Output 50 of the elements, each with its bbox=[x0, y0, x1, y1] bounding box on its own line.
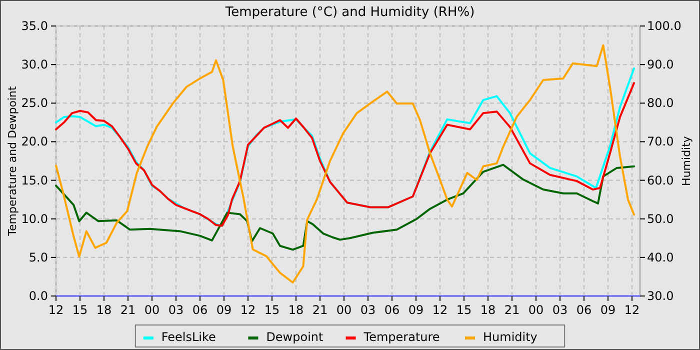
y-tick-label: 30.0 bbox=[21, 58, 48, 72]
y2-axis-title: Humidity bbox=[680, 136, 693, 186]
x-tick-label: 12 bbox=[624, 303, 640, 317]
legend-label: Dewpoint bbox=[266, 330, 324, 344]
y2-tick-label: 90.0 bbox=[647, 58, 674, 72]
x-tick-label: 06 bbox=[576, 303, 592, 317]
y2-tick-label: 80.0 bbox=[647, 96, 674, 110]
chart-title: Temperature (°C) and Humidity (RH%) bbox=[224, 5, 475, 20]
x-tick-label: 12 bbox=[432, 303, 448, 317]
y2-tick-label: 100.0 bbox=[647, 19, 682, 33]
x-tick-label: 09 bbox=[600, 303, 616, 317]
y2-tick-label: 60.0 bbox=[647, 173, 674, 188]
y-tick-label: 35.0 bbox=[21, 19, 48, 33]
x-tick-label: 06 bbox=[384, 303, 400, 317]
x-tick-label: 12 bbox=[240, 303, 256, 317]
x-tick-label: 18 bbox=[480, 303, 496, 317]
x-tick-label: 03 bbox=[168, 303, 184, 317]
y-tick-label: 20.0 bbox=[21, 134, 48, 149]
y-tick-label: 0.0 bbox=[28, 289, 48, 303]
x-tick-label: 21 bbox=[312, 303, 328, 317]
x-tick-label: 15 bbox=[72, 303, 88, 317]
y2-tick-label: 40.0 bbox=[647, 250, 674, 264]
y2-tick-label: 30.0 bbox=[647, 289, 674, 303]
legend-label: FeelsLike bbox=[161, 330, 216, 344]
y2-tick-label: 70.0 bbox=[647, 134, 674, 149]
x-tick-label: 00 bbox=[528, 303, 544, 317]
x-tick-label: 18 bbox=[288, 303, 304, 317]
x-tick-label: 21 bbox=[120, 303, 136, 317]
x-tick-label: 06 bbox=[192, 303, 208, 317]
x-tick-label: 09 bbox=[408, 303, 424, 317]
y2-tick-label: 50.0 bbox=[647, 212, 674, 226]
y-tick-label: 25.0 bbox=[21, 96, 48, 110]
line-series bbox=[55, 44, 635, 284]
line-series bbox=[55, 164, 635, 251]
y-tick-label: 15.0 bbox=[21, 173, 48, 188]
y-tick-label: 5.0 bbox=[28, 250, 48, 264]
x-tick-label: 15 bbox=[456, 303, 472, 317]
x-tick-label: 15 bbox=[264, 303, 280, 317]
y-tick-label: 10.0 bbox=[21, 212, 48, 226]
x-tick-label: 00 bbox=[144, 303, 160, 317]
legend-label: Humidity bbox=[483, 330, 538, 344]
x-tick-label: 03 bbox=[360, 303, 376, 317]
y-axis-title: Temperature and Dewpoint bbox=[6, 85, 19, 237]
legend-label: Temperature bbox=[362, 330, 440, 344]
x-tick-label: 03 bbox=[552, 303, 568, 317]
x-tick-label: 09 bbox=[216, 303, 232, 317]
x-tick-label: 18 bbox=[96, 303, 112, 317]
x-tick-label: 21 bbox=[504, 303, 520, 317]
x-tick-label: 00 bbox=[336, 303, 352, 317]
x-tick-label: 12 bbox=[48, 303, 64, 317]
